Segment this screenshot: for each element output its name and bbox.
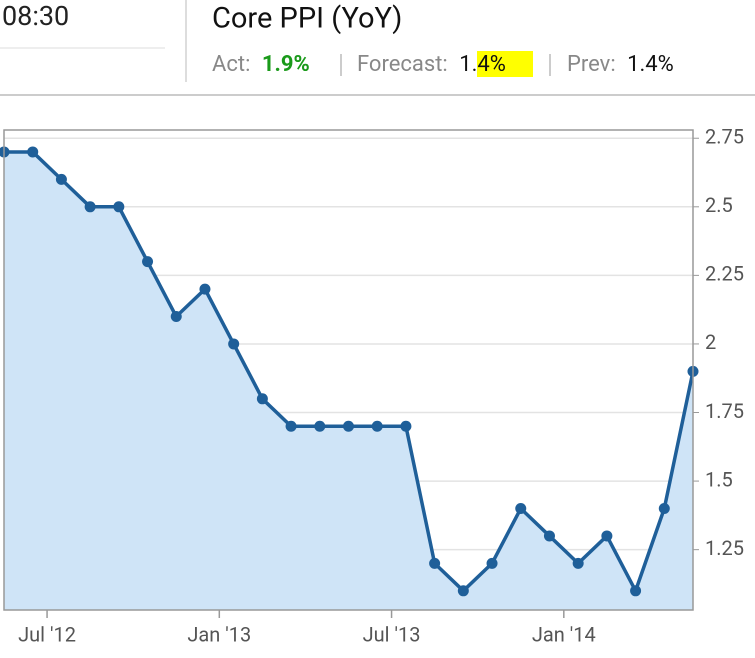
previous-value: 1.4% bbox=[627, 52, 674, 77]
point bbox=[371, 420, 383, 432]
point bbox=[601, 530, 613, 542]
previous-label: Prev: bbox=[567, 52, 616, 77]
y-tick-label: 1.25 bbox=[705, 536, 744, 560]
point bbox=[113, 201, 125, 213]
highlight bbox=[477, 51, 533, 77]
x-tick-label: Jul '13 bbox=[363, 622, 421, 646]
point bbox=[84, 201, 96, 213]
x-tick-label: Jul '12 bbox=[18, 622, 76, 646]
point bbox=[429, 557, 441, 569]
point bbox=[199, 283, 211, 295]
time: 08:30 bbox=[2, 0, 69, 32]
point bbox=[658, 503, 670, 515]
y-tick-label: 2 bbox=[705, 330, 716, 354]
area bbox=[4, 151, 693, 610]
y-tick-label: 1.5 bbox=[705, 467, 733, 491]
point bbox=[285, 420, 297, 432]
actual-value: 1.9% bbox=[262, 52, 310, 77]
point bbox=[228, 338, 240, 350]
point bbox=[486, 557, 498, 569]
plot-frame bbox=[3, 129, 694, 611]
point bbox=[27, 146, 39, 158]
title: Core PPI (YoY) bbox=[212, 2, 402, 36]
x-tick-label: Jan '13 bbox=[187, 622, 251, 646]
point bbox=[170, 311, 182, 323]
actual-label: Act: bbox=[212, 52, 250, 77]
point bbox=[572, 557, 584, 569]
point bbox=[55, 173, 67, 185]
point bbox=[515, 503, 527, 515]
y-tick-label: 2.5 bbox=[705, 193, 733, 217]
point bbox=[142, 256, 154, 268]
chart: 2.75 2.5 2.25 2 1.75 1.5 1.25 Jul '12 Jan '13 Jul… bbox=[0, 125, 744, 646]
point bbox=[314, 420, 326, 432]
stats: Act: 1.9% Forecast: 1.4% Prev: 1.4% bbox=[212, 52, 674, 77]
y-tick-label: 2.75 bbox=[705, 125, 744, 149]
forecast-label: Forecast: bbox=[357, 52, 448, 77]
forecast-value: 1.4% bbox=[459, 52, 506, 77]
y-tick-label: 1.75 bbox=[705, 399, 744, 423]
point bbox=[400, 420, 412, 432]
point bbox=[457, 585, 469, 597]
y-tick-label: 2.25 bbox=[705, 262, 744, 286]
point bbox=[630, 585, 642, 597]
point bbox=[256, 393, 268, 405]
point bbox=[543, 530, 555, 542]
x-tick-label: Jan '14 bbox=[532, 622, 596, 646]
point bbox=[343, 420, 354, 432]
